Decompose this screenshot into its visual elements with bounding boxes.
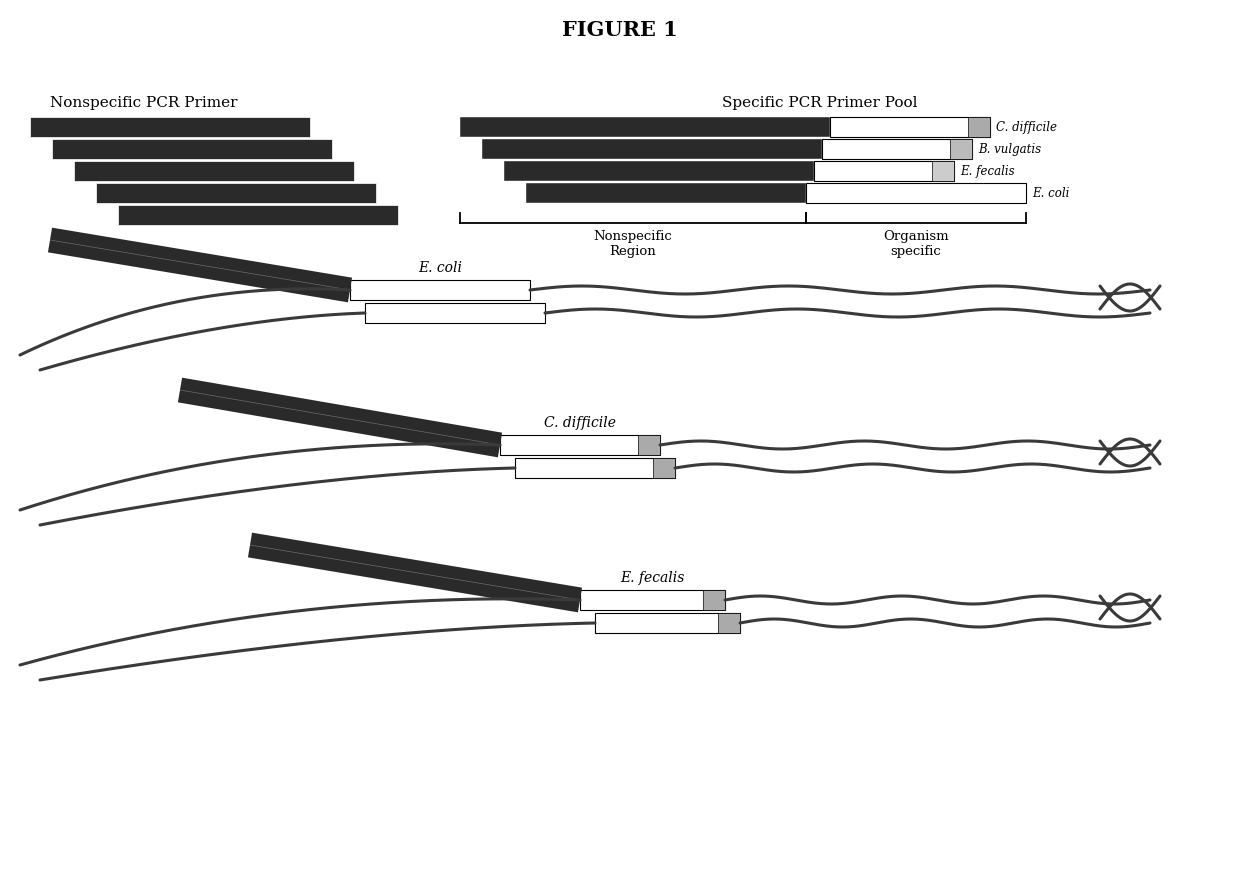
Bar: [830, 117, 990, 137]
Bar: [500, 435, 660, 455]
Bar: [595, 613, 740, 633]
Bar: [822, 139, 972, 159]
Bar: [968, 117, 990, 137]
Text: Specific PCR Primer Pool: Specific PCR Primer Pool: [722, 96, 918, 110]
Text: E. coli: E. coli: [1032, 186, 1069, 200]
Text: E. fecalis: E. fecalis: [960, 164, 1014, 178]
Text: Nonspecific PCR Primer: Nonspecific PCR Primer: [50, 96, 238, 110]
Bar: [718, 613, 740, 633]
Bar: [30, 117, 310, 137]
Bar: [580, 590, 725, 610]
Bar: [703, 590, 725, 610]
Bar: [639, 435, 660, 455]
Bar: [653, 458, 675, 478]
Text: B. vulgatis: B. vulgatis: [978, 143, 1042, 156]
Bar: [95, 183, 376, 203]
Bar: [950, 139, 972, 159]
Text: C. difficile: C. difficile: [544, 416, 616, 430]
Bar: [526, 183, 806, 203]
Text: Organism
specific: Organism specific: [883, 230, 949, 258]
Bar: [460, 117, 830, 137]
Bar: [503, 161, 813, 181]
Bar: [52, 139, 332, 159]
Bar: [74, 161, 353, 181]
Bar: [806, 183, 1025, 203]
Bar: [365, 303, 546, 323]
Bar: [482, 139, 822, 159]
Text: E. fecalis: E. fecalis: [620, 571, 684, 585]
Text: C. difficile: C. difficile: [996, 121, 1056, 134]
Text: Nonspecific
Region: Nonspecific Region: [594, 230, 672, 258]
Bar: [515, 458, 675, 478]
Bar: [118, 205, 398, 225]
Text: FIGURE 1: FIGURE 1: [562, 20, 678, 40]
Bar: [813, 161, 954, 181]
Bar: [932, 161, 954, 181]
Bar: [350, 280, 529, 300]
Text: E. coli: E. coli: [418, 261, 463, 275]
